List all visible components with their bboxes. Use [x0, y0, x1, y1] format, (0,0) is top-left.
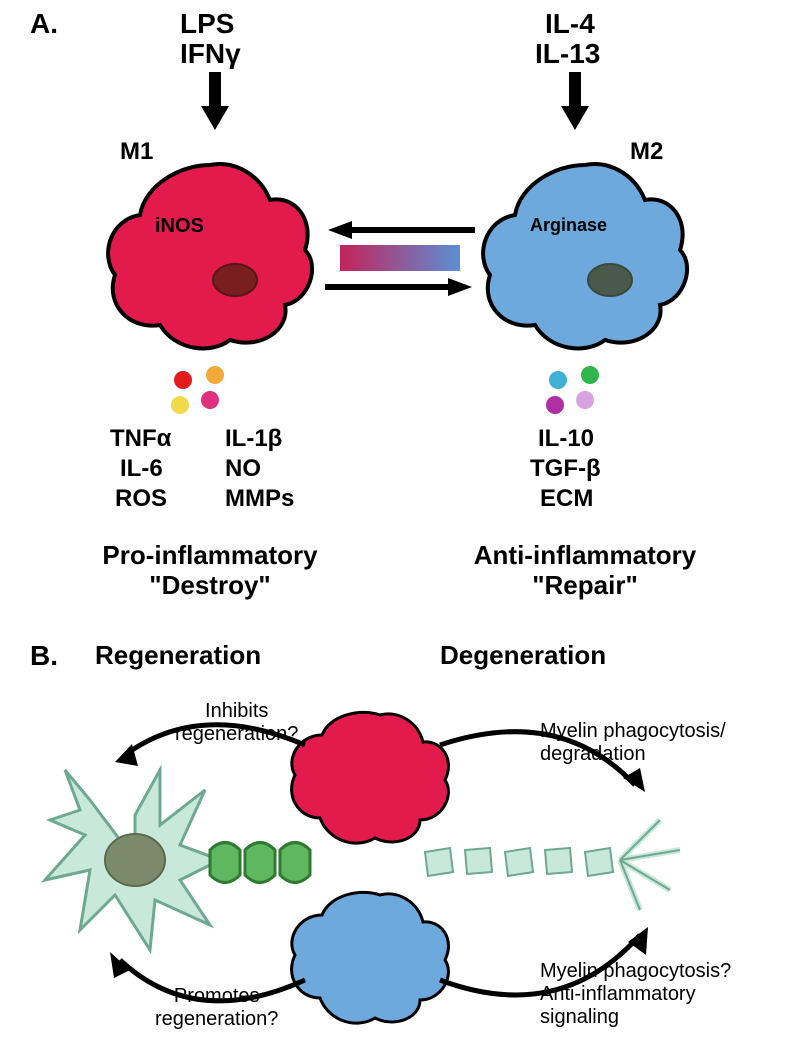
m1-desc2: "Destroy" — [95, 570, 325, 601]
m1-out-c1-0: TNFα — [110, 425, 171, 453]
panel-a-label: A. — [30, 8, 58, 40]
m2-out-1: TGF-β — [530, 455, 601, 483]
m1-down-arrow — [195, 72, 235, 132]
top-right-label: Myelin phagocytosis/ degradation — [540, 720, 726, 766]
m2-out-0: IL-10 — [538, 425, 594, 453]
bottom-right-label: Myelin phagocytosis? Anti-inflammatory s… — [540, 960, 731, 1029]
panel-b-label: B. — [30, 640, 58, 672]
m2-cell — [470, 155, 700, 355]
m1-out-c1-1: IL-6 — [120, 455, 163, 483]
inhibits-label: Inhibits regeneration? — [175, 700, 298, 746]
b-left-title: Regeneration — [95, 640, 261, 671]
m2-out-2: ECM — [540, 485, 593, 513]
b-right-title: Degeneration — [440, 640, 606, 671]
m1-stim1: LPS — [180, 8, 234, 40]
m2-marker: Arginase — [530, 215, 607, 236]
m2-dots — [540, 365, 630, 420]
m1-out-c2-2: MMPs — [225, 485, 294, 513]
m1-stim2: IFNγ — [180, 38, 241, 70]
bottom-blue-cell — [292, 892, 449, 1023]
myelin-intact — [210, 843, 310, 883]
m1-out-c1-2: ROS — [115, 485, 167, 513]
m1-marker: iNOS — [155, 215, 204, 238]
m1-out-c2-0: IL-1β — [225, 425, 282, 453]
m1-desc1: Pro-inflammatory — [95, 540, 325, 571]
m1-cell — [95, 155, 325, 355]
degraded-terminal — [620, 820, 680, 910]
m2-desc2: "Repair" — [460, 570, 710, 601]
center-arrows — [320, 215, 480, 305]
m2-down-arrow — [555, 72, 595, 132]
top-red-cell — [292, 712, 449, 843]
m1-dots — [165, 365, 255, 420]
m1-out-c2-1: NO — [225, 455, 261, 483]
m2-stim2: IL-13 — [535, 38, 600, 70]
neuron-body — [45, 770, 220, 950]
myelin-fragments — [425, 848, 613, 876]
m2-stim1: IL-4 — [545, 8, 595, 40]
m2-desc1: Anti-inflammatory — [460, 540, 710, 571]
promotes-label: Promotes regeneration? — [155, 985, 278, 1031]
